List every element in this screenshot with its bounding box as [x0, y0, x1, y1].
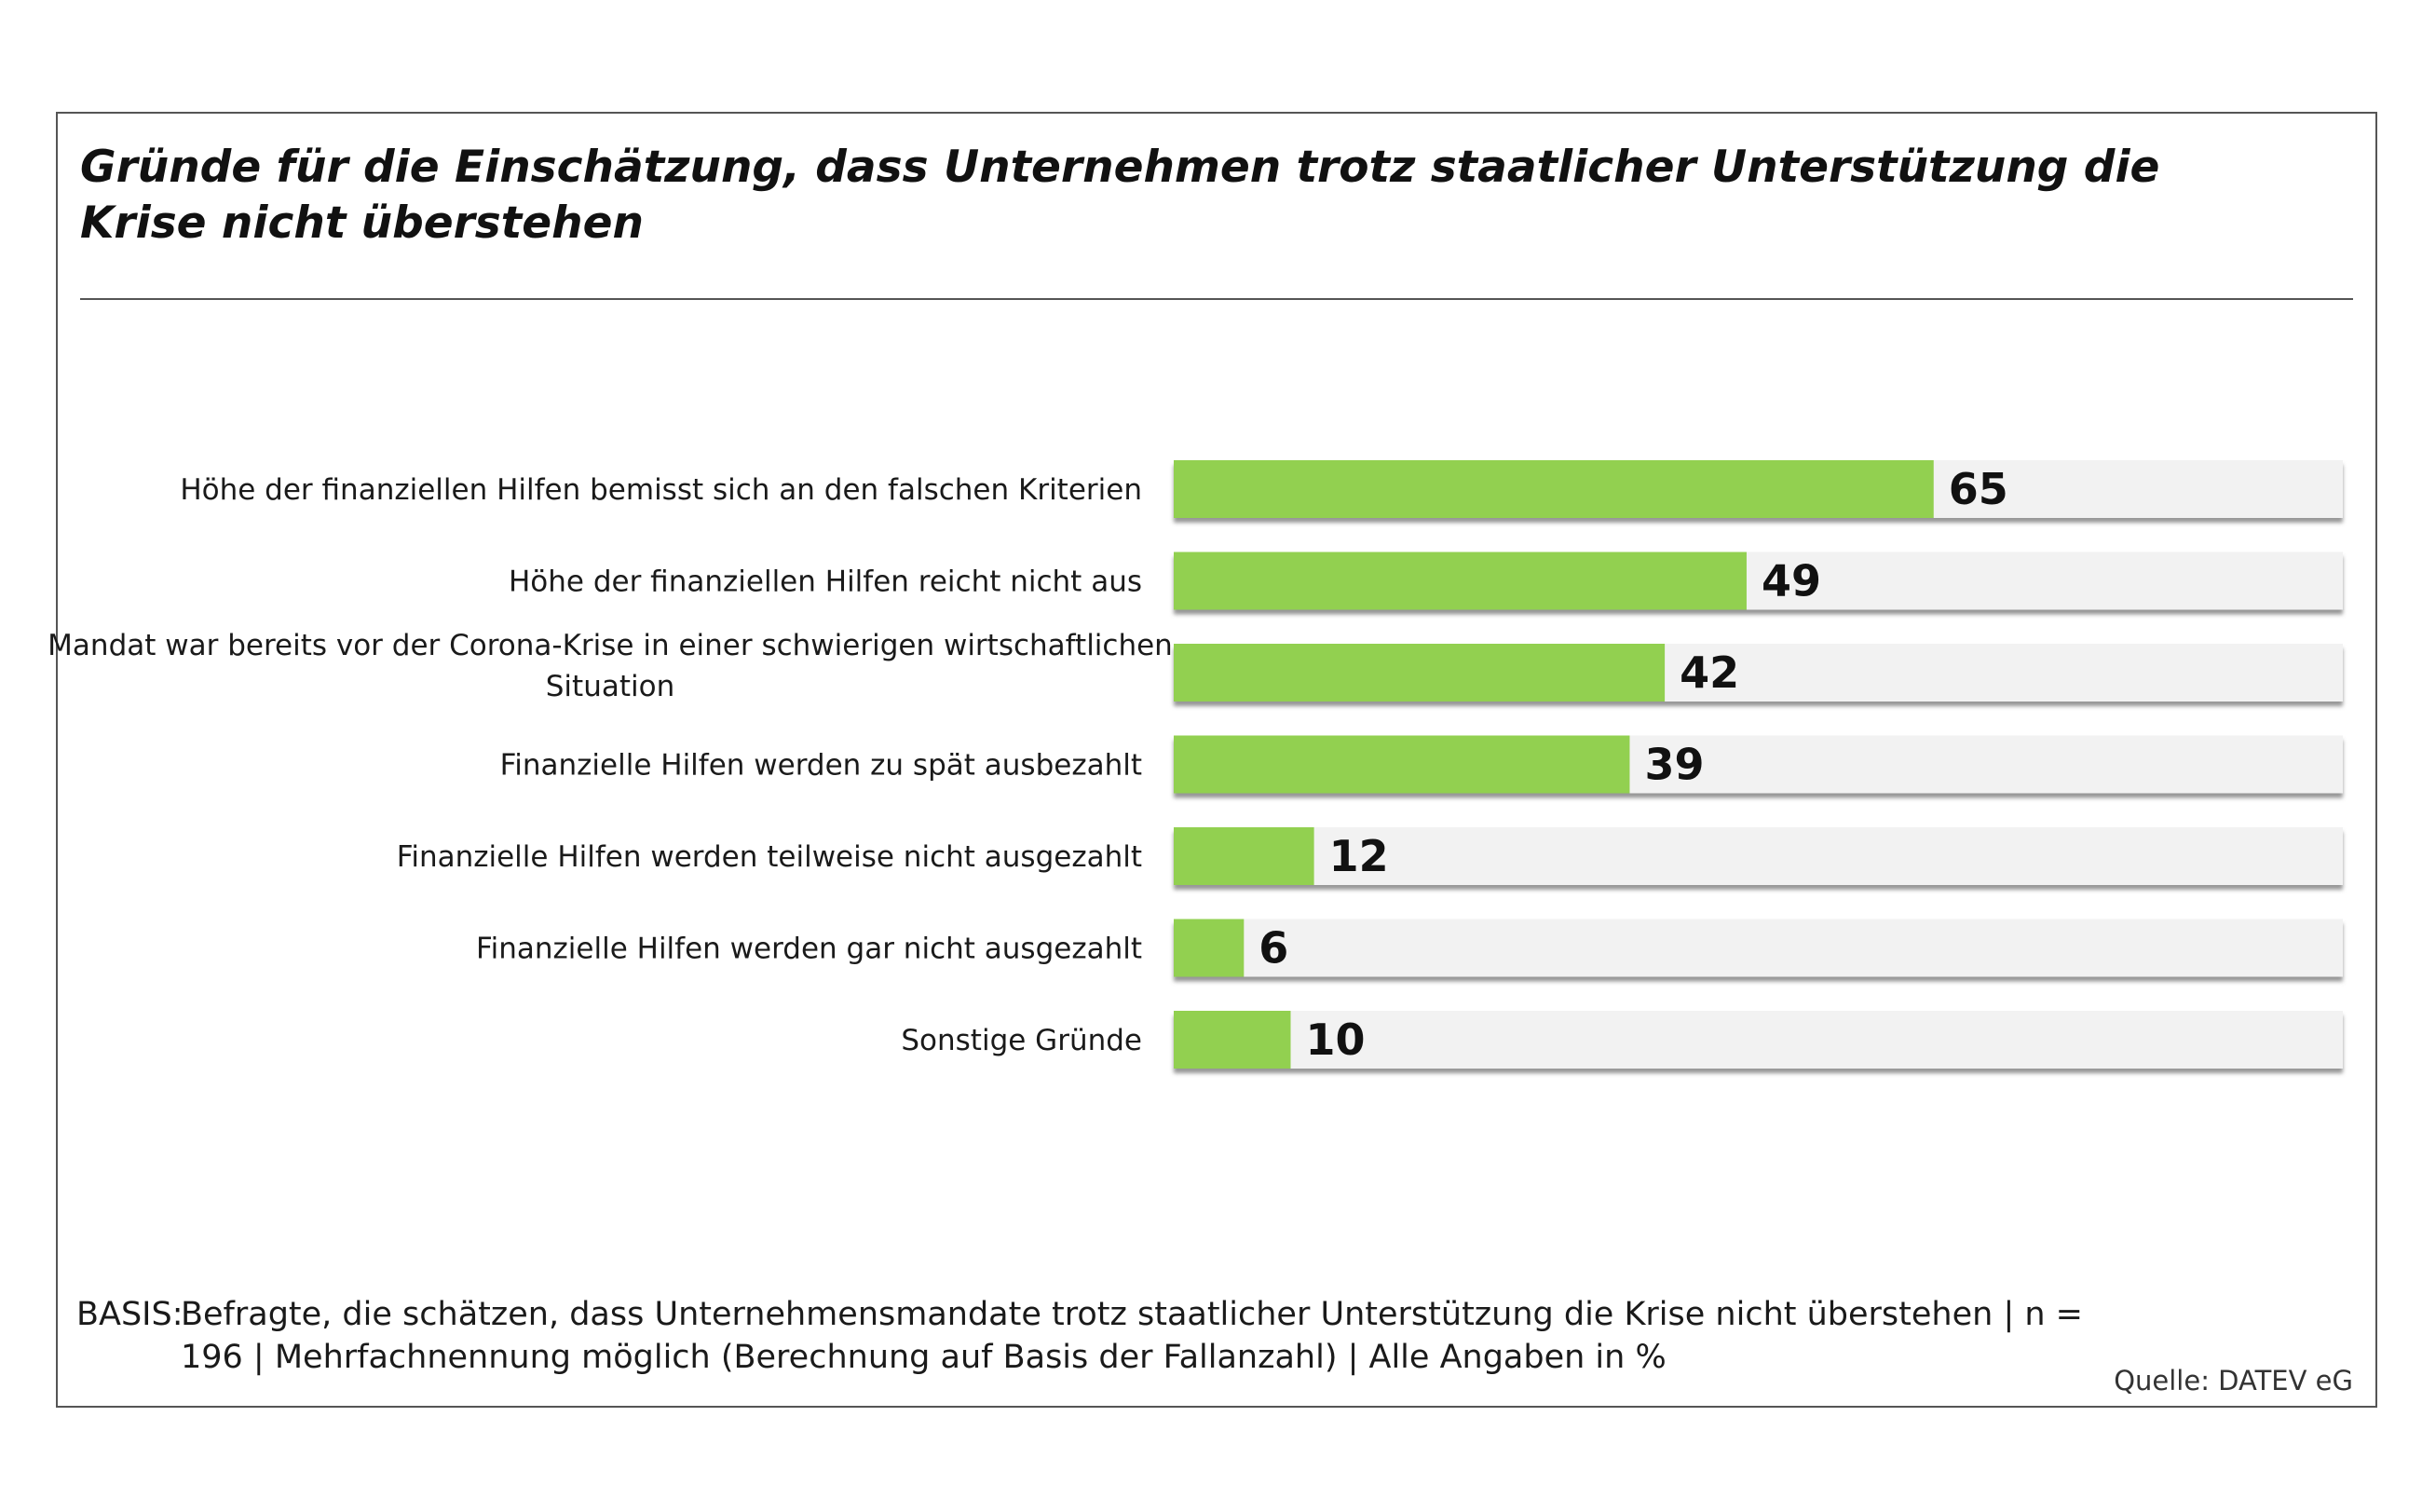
bar-row: 10 Sonstige Gründe: [901, 1011, 2343, 1069]
category-label: Finanzielle Hilfen werden gar nicht ausg…: [476, 933, 1142, 966]
data-label: 49: [1762, 556, 1821, 606]
category-label: Sonstige Gründe: [901, 1024, 1142, 1057]
category-label-line: Finanzielle Hilfen werden teilweise nich…: [397, 840, 1142, 874]
bar-group: 65 Höhe der finanziellen Hilfen bemisst s…: [48, 460, 2343, 1069]
category-label: Finanzielle Hilfen werden zu spät ausbez…: [500, 749, 1142, 783]
category-label-line: Höhe der finanziellen Hilfen reicht nich…: [509, 565, 1142, 599]
category-label-line: Sonstige Gründe: [901, 1024, 1142, 1057]
bar: [1174, 460, 1934, 518]
category-label: Höhe der finanziellen Hilfen bemisst sic…: [180, 473, 1142, 507]
bar-track: [1174, 1011, 2343, 1069]
data-label: 65: [1949, 464, 2008, 514]
bar-track: [1174, 827, 2343, 885]
bar: [1174, 644, 1666, 702]
data-label: 12: [1329, 831, 1389, 881]
category-label: Finanzielle Hilfen werden teilweise nich…: [397, 840, 1142, 874]
data-label: 39: [1644, 740, 1704, 790]
title-divider: [80, 298, 2353, 300]
basis-label: BASIS:: [76, 1296, 184, 1333]
bar-row: 42 Mandat war bereits vor der Corona-Kris…: [48, 629, 2343, 703]
bar: [1174, 919, 1245, 977]
bar-track: [1174, 919, 2343, 977]
category-label-line: Höhe der finanziellen Hilfen bemisst sic…: [180, 473, 1142, 507]
bar: [1174, 552, 1747, 610]
data-label: 42: [1680, 647, 1739, 698]
basis-footnote: BASIS: Befragte, die schätzen, dass Unte…: [76, 1293, 2089, 1379]
bar: [1174, 1011, 1291, 1069]
category-label-line: Finanzielle Hilfen werden zu spät ausbez…: [500, 749, 1142, 783]
chart-title: Gründe für die Einschätzung, dass Untern…: [80, 142, 2160, 249]
category-label: Höhe der finanziellen Hilfen reicht nich…: [509, 565, 1142, 599]
bar-row: 12 Finanzielle Hilfen werden teilweise ni…: [397, 827, 2343, 885]
source-credit: Quelle: DATEV eG: [2114, 1365, 2353, 1396]
category-label: Mandat war bereits vor der Corona-Krise …: [48, 629, 1173, 703]
category-label-line: Mandat war bereits vor der Corona-Krise …: [48, 629, 1173, 662]
bar-row: 49 Höhe der finanziellen Hilfen reicht ni…: [509, 552, 2343, 610]
basis-text: Befragte, die schätzen, dass Unternehmen…: [181, 1296, 2083, 1376]
bar-row: 39 Finanzielle Hilfen werden zu spät ausb…: [500, 735, 2343, 794]
bar-row: 65 Höhe der finanziellen Hilfen bemisst s…: [180, 460, 2343, 518]
data-label: 10: [1306, 1015, 1366, 1065]
category-label-line: Situation: [546, 670, 674, 703]
bar: [1174, 827, 1314, 885]
data-label: 6: [1259, 923, 1288, 974]
bar-row: 6 Finanzielle Hilfen werden gar nicht aus…: [476, 919, 2343, 977]
category-label-line: Finanzielle Hilfen werden gar nicht ausg…: [476, 933, 1142, 966]
bar: [1174, 735, 1630, 794]
